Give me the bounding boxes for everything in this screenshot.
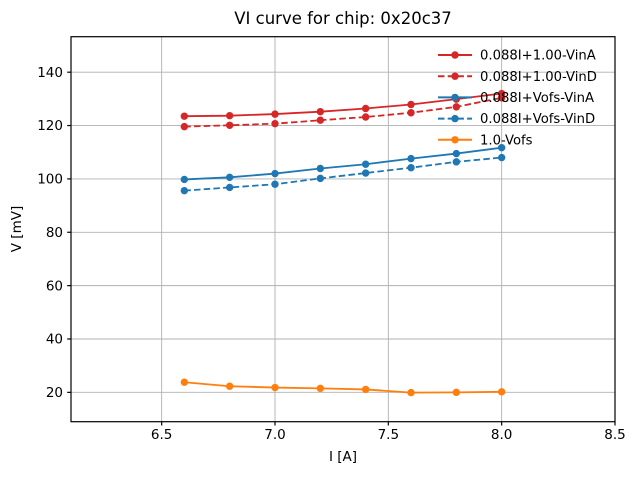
data-point-0.088I+Vofs-VinD: [225, 183, 234, 192]
data-point-0.088I+1.00-VinD: [452, 103, 461, 111]
data-point-0.088I+1.00-VinA: [225, 111, 234, 120]
data-point-0.088I+Vofs-VinA: [316, 164, 325, 173]
legend-sample-marker: [451, 114, 459, 123]
data-point-0.088I+1.00-VinD: [316, 116, 325, 124]
legend: 0.088I+1.00-VinA 0.088I+1.00-VinD 0.088I+V…: [438, 49, 597, 148]
y-axis-label: V [mV]: [9, 206, 25, 252]
x-tick-label: 7.0: [264, 427, 285, 443]
legend-sample-marker: [451, 93, 459, 102]
data-point-0.088I+Vofs-VinD: [497, 153, 506, 162]
plot-border: [70, 36, 616, 423]
data-point-0.088I+1.00-VinD: [180, 122, 189, 131]
legend-item: 0.088I+Vofs-VinD: [438, 112, 595, 127]
legend-sample-marker: [451, 136, 459, 144]
y-tick-label: 100: [37, 172, 63, 188]
data-point-0.088I+1.00-VinA: [407, 100, 415, 109]
series-layer: [180, 89, 506, 397]
y-tick-label: 60: [46, 278, 63, 294]
data-point-1.0-Vofs: [452, 388, 461, 397]
legend-label: 0.088I+Vofs-VinA: [480, 91, 594, 106]
data-point-0.088I+Vofs-VinA: [225, 173, 234, 182]
legend-sample-marker: [451, 51, 459, 59]
legend-item: 0.088I+1.00-VinD: [438, 70, 597, 85]
legend-label: 0.088I+1.00-VinA: [480, 49, 596, 64]
data-point-0.088I+Vofs-VinA: [271, 169, 279, 178]
data-point-0.088I+1.00-VinA: [361, 104, 370, 113]
data-point-1.0-Vofs: [180, 378, 189, 386]
data-point-1.0-Vofs: [407, 388, 415, 397]
x-tick-label: 8.0: [491, 427, 512, 443]
data-point-1.0-Vofs: [225, 382, 234, 390]
y-tick-label: 20: [46, 385, 63, 401]
x-tick-label: 7.5: [378, 427, 399, 443]
legend-item: 0.088I+Vofs-VinA: [438, 91, 594, 106]
legend-sample-marker: [451, 72, 459, 80]
legend-item: 1.0-Vofs: [438, 133, 533, 148]
y-tick-label: 140: [37, 65, 63, 81]
legend-label: 0.088I+1.00-VinD: [480, 70, 597, 85]
data-point-0.088I+1.00-VinD: [271, 119, 279, 128]
series-line-1.0-Vofs: [184, 381, 502, 394]
chart-title: VI curve for chip: 0x20c37: [234, 9, 452, 28]
data-point-0.088I+Vofs-VinD: [407, 164, 415, 172]
data-point-0.088I+Vofs-VinA: [180, 175, 189, 184]
legend-label: 0.088I+Vofs-VinD: [480, 112, 595, 127]
data-point-0.088I+1.00-VinD: [497, 94, 506, 102]
x-tick-label: 6.5: [151, 427, 172, 443]
x-tick-label: 8.5: [604, 427, 625, 443]
data-point-0.088I+Vofs-VinD: [361, 169, 370, 177]
data-point-0.088I+1.00-VinD: [361, 113, 370, 121]
series-line-0.088I+1.00-VinD: [184, 96, 502, 128]
data-point-0.088I+Vofs-VinA: [361, 160, 370, 168]
legend-item: 0.088I+1.00-VinA: [438, 49, 596, 64]
data-point-0.088I+Vofs-VinD: [452, 158, 461, 166]
x-axis-label: I [A]: [329, 449, 357, 465]
data-point-0.088I+Vofs-VinD: [316, 174, 325, 183]
y-tick-label: 80: [46, 225, 63, 241]
series-line-0.088I+Vofs-VinD: [184, 156, 502, 192]
axes-layer: 6.5 7.0 7.5 8.0 8.5 20 40 60 80 100 120 140: [37, 36, 626, 443]
data-point-0.088I+1.00-VinD: [407, 109, 415, 117]
data-point-1.0-Vofs: [361, 385, 370, 394]
data-point-0.088I+1.00-VinA: [180, 112, 189, 120]
data-point-0.088I+1.00-VinA: [271, 110, 279, 118]
data-point-0.088I+1.00-VinA: [316, 107, 325, 116]
y-tick-label: 40: [46, 332, 63, 348]
series-line-0.088I+Vofs-VinA: [184, 146, 502, 181]
data-point-0.088I+Vofs-VinA: [497, 143, 506, 152]
data-point-0.088I+Vofs-VinA: [407, 154, 415, 163]
data-point-0.088I+Vofs-VinA: [452, 149, 461, 158]
y-tick-label: 120: [37, 118, 63, 134]
data-point-0.088I+Vofs-VinD: [271, 180, 279, 188]
data-point-0.088I+Vofs-VinD: [180, 186, 189, 195]
data-point-1.0-Vofs: [497, 388, 506, 396]
series-line-0.088I+1.00-VinA: [184, 92, 502, 118]
legend-label: 1.0-Vofs: [480, 133, 533, 148]
data-point-1.0-Vofs: [271, 383, 279, 392]
data-point-1.0-Vofs: [316, 384, 325, 393]
data-point-0.088I+1.00-VinD: [225, 121, 234, 129]
